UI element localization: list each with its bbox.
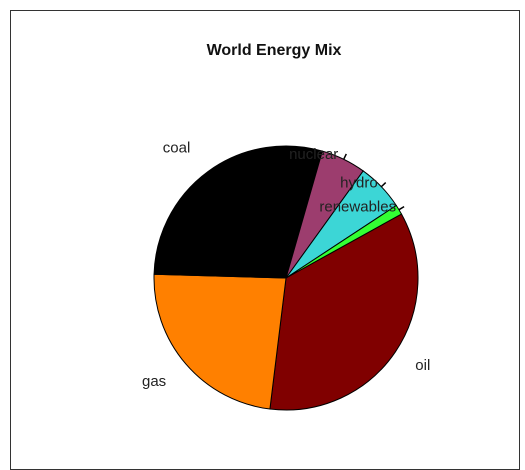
pie-slice-coal (153, 145, 323, 279)
chart-title: World Energy Mix (207, 42, 342, 59)
pie-leader-renewables (398, 205, 405, 211)
pie-slices (153, 145, 419, 411)
pie-slice-renewables (285, 204, 403, 279)
pie-label-coal: coal (163, 139, 191, 156)
pie-label-gas: gas (142, 373, 166, 390)
pie-slice-gas (153, 273, 287, 410)
pie-label-renewables: renewables (319, 199, 396, 216)
pie-label-nuclear: nuclear (289, 146, 338, 163)
pie-label-hydro: hydro (340, 175, 378, 192)
pie-slice-oil (269, 213, 419, 411)
pie-leader-hydro (380, 182, 387, 188)
pie-leader-nuclear (343, 153, 347, 160)
pie-label-oil: oil (415, 357, 430, 374)
